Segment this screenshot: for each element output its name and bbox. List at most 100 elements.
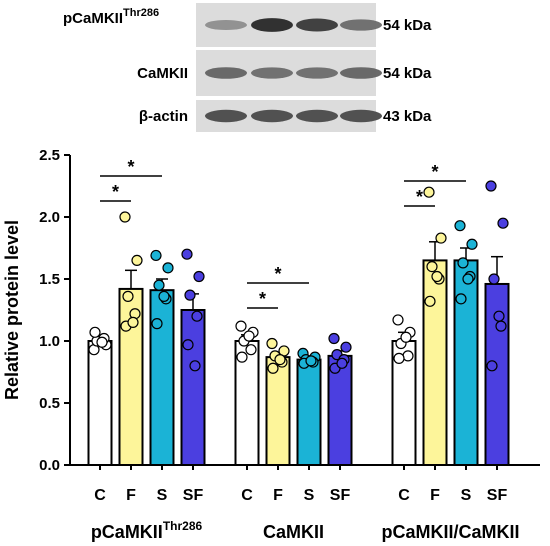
blot-band bbox=[296, 67, 338, 79]
x-tick-label: F bbox=[273, 487, 283, 504]
data-point bbox=[488, 273, 500, 285]
data-point bbox=[189, 360, 201, 372]
data-point bbox=[454, 220, 466, 232]
data-point bbox=[305, 355, 317, 367]
blot-band bbox=[205, 109, 247, 123]
x-tick-label: SF bbox=[487, 487, 508, 504]
bar bbox=[453, 259, 479, 466]
blot-kda-label: 54 kDa bbox=[383, 17, 432, 34]
bar bbox=[265, 356, 291, 466]
data-point bbox=[191, 310, 203, 322]
bar bbox=[87, 340, 113, 466]
data-point bbox=[96, 336, 108, 348]
significance-star: * bbox=[259, 289, 266, 309]
x-tick-label: SF bbox=[183, 487, 204, 504]
blot-band bbox=[205, 67, 247, 79]
blot-label: β-actin bbox=[139, 108, 188, 125]
bar-group: C F S SF * * CaMKII bbox=[234, 264, 353, 542]
blot-band bbox=[251, 109, 293, 123]
bar-group: C F S SF * * pCaMKIIThr286 bbox=[87, 157, 206, 542]
blot-band bbox=[205, 19, 247, 31]
data-point bbox=[495, 320, 507, 332]
data-point bbox=[424, 295, 436, 307]
data-point bbox=[423, 186, 435, 198]
data-point bbox=[153, 279, 165, 291]
data-point bbox=[455, 293, 467, 305]
significance-star: * bbox=[127, 157, 134, 177]
blot-band bbox=[296, 18, 338, 32]
data-point bbox=[340, 341, 352, 353]
x-tick-label: S bbox=[304, 487, 315, 504]
x-tick-label: S bbox=[461, 487, 472, 504]
blot-row: β-actin 43 kDa bbox=[139, 100, 432, 132]
bar bbox=[422, 259, 448, 466]
blot-band bbox=[251, 18, 293, 32]
x-tick-label: SF bbox=[330, 487, 351, 504]
data-point bbox=[274, 354, 286, 366]
data-point bbox=[486, 360, 498, 372]
data-point bbox=[431, 270, 443, 283]
y-tick-label: 1.5 bbox=[39, 271, 60, 288]
data-point bbox=[119, 211, 131, 223]
data-point bbox=[236, 351, 248, 363]
significance-star: * bbox=[431, 162, 438, 182]
data-point bbox=[457, 257, 469, 269]
x-tick-label: C bbox=[241, 487, 253, 504]
bar bbox=[149, 289, 175, 466]
data-point bbox=[426, 261, 438, 273]
blot-label: CaMKII bbox=[137, 65, 188, 82]
data-point bbox=[182, 339, 194, 351]
x-tick-label: F bbox=[430, 487, 440, 504]
y-tick-label: 0.0 bbox=[39, 457, 60, 474]
data-point bbox=[193, 270, 205, 283]
blot-kda-label: 43 kDa bbox=[383, 108, 432, 125]
blot-kda-label: 54 kDa bbox=[383, 65, 432, 82]
data-point bbox=[235, 320, 247, 332]
data-point bbox=[266, 337, 278, 350]
significance-star: * bbox=[274, 264, 281, 284]
y-tick-label: 2.0 bbox=[39, 209, 60, 226]
bar-chart: 0.0 0.5 1.0 1.5 2.0 2.5 Relative protein level… bbox=[2, 147, 540, 542]
significance-star: * bbox=[416, 187, 423, 207]
blot-label: pCaMKIIThr286 bbox=[63, 7, 159, 27]
data-point bbox=[493, 310, 505, 322]
data-point bbox=[122, 290, 134, 302]
data-point bbox=[497, 217, 509, 229]
data-point bbox=[243, 330, 255, 342]
data-point bbox=[158, 290, 170, 302]
data-point bbox=[400, 331, 412, 343]
bar bbox=[180, 309, 206, 466]
blot-band bbox=[340, 109, 382, 123]
data-point bbox=[485, 180, 497, 192]
blot-band bbox=[296, 109, 338, 123]
data-point bbox=[435, 232, 447, 244]
data-point bbox=[151, 318, 163, 330]
bar-group: C F S SF * * pCaMKII/CaMKII bbox=[381, 162, 519, 542]
y-tick-label: 0.5 bbox=[39, 395, 60, 412]
y-axis-label: Relative protein level bbox=[2, 220, 22, 400]
data-point bbox=[184, 289, 196, 301]
x-tick-label: C bbox=[398, 487, 410, 504]
data-point bbox=[466, 238, 478, 250]
western-blot-panel: pCaMKIIThr286 54 kDa CaMKII 54 kDa β-actin 43… bbox=[63, 3, 432, 132]
data-point bbox=[131, 254, 143, 266]
data-point bbox=[127, 316, 139, 328]
blot-band bbox=[340, 19, 382, 31]
data-point bbox=[162, 262, 174, 274]
blot-row: pCaMKIIThr286 54 kDa bbox=[63, 3, 432, 47]
data-point bbox=[245, 344, 257, 356]
data-point bbox=[392, 314, 404, 326]
significance-star: * bbox=[112, 182, 119, 202]
data-point bbox=[267, 362, 279, 374]
bar bbox=[296, 358, 322, 467]
x-tick-label: C bbox=[94, 487, 106, 504]
group-label: pCaMKIIThr286 bbox=[91, 519, 203, 542]
blot-band bbox=[340, 67, 382, 79]
group-label: pCaMKII/CaMKII bbox=[381, 522, 519, 542]
data-point bbox=[89, 326, 101, 338]
data-point bbox=[150, 249, 162, 262]
data-point bbox=[336, 357, 348, 369]
blot-band bbox=[251, 67, 293, 79]
x-tick-label: F bbox=[126, 487, 136, 504]
